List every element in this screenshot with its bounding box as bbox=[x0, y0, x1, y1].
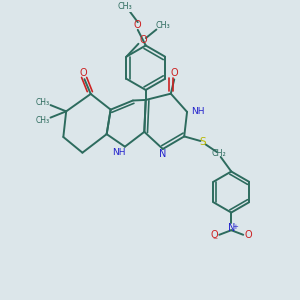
Text: CH₃: CH₃ bbox=[118, 2, 133, 10]
Text: S: S bbox=[200, 136, 206, 147]
Text: CH₃: CH₃ bbox=[36, 116, 50, 125]
Text: NH: NH bbox=[112, 148, 125, 158]
Text: N: N bbox=[228, 223, 235, 233]
Text: O: O bbox=[170, 68, 178, 78]
Text: CH₂: CH₂ bbox=[211, 149, 226, 158]
Text: CH₃: CH₃ bbox=[156, 21, 170, 30]
Text: CH₃: CH₃ bbox=[36, 98, 50, 107]
Text: N: N bbox=[159, 149, 166, 159]
Text: O: O bbox=[244, 230, 252, 240]
Text: O: O bbox=[210, 230, 218, 240]
Text: ⁻: ⁻ bbox=[212, 236, 217, 246]
Text: O: O bbox=[80, 68, 87, 78]
Text: +: + bbox=[232, 224, 238, 230]
Text: O: O bbox=[134, 20, 142, 30]
Text: NH: NH bbox=[191, 107, 205, 116]
Text: O: O bbox=[139, 35, 147, 45]
